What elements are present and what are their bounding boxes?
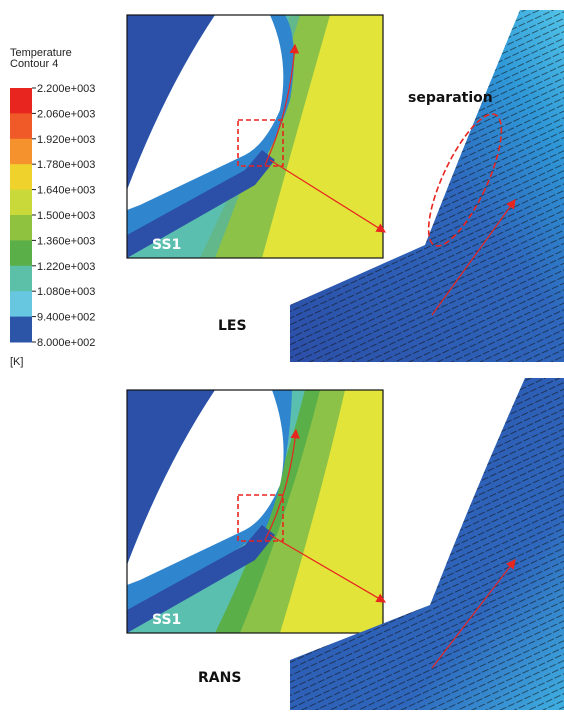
legend-subtitle: Contour 4	[10, 58, 58, 70]
les-inset: SS1	[126, 14, 384, 259]
colorbar-label: 1.360e+003	[37, 235, 95, 247]
zoom-arrow	[269, 534, 387, 603]
colorbar-segment	[10, 189, 32, 216]
colorbar-segment	[10, 88, 32, 114]
inset-label: SS1	[152, 237, 181, 253]
legend-title: Temperature	[10, 47, 72, 59]
colorbar-label: 1.220e+003	[37, 261, 95, 273]
colorbar: 2.200e+003 2.060e+003 1.920e+003 1.780e+003…	[10, 83, 95, 349]
colorbar-segment	[10, 291, 32, 318]
colorbar-label: 1.920e+003	[37, 134, 95, 146]
colorbar-segment	[10, 265, 32, 292]
colorbar-segment	[10, 113, 32, 140]
legend-unit: [K]	[10, 356, 23, 368]
colorbar-label: 2.200e+003	[37, 83, 95, 95]
zoom-arrow	[269, 159, 387, 233]
panel-label: LES	[218, 318, 247, 334]
colorbar-label: 2.060e+003	[37, 108, 95, 120]
colorbar-segment	[10, 240, 32, 267]
rans-inset: SS1	[126, 389, 384, 634]
annotation: separation	[408, 90, 493, 106]
colorbar-label: 8.000e+002	[37, 337, 95, 349]
colorbar-segment	[10, 164, 32, 191]
rans-vector-panel	[290, 378, 564, 710]
colorbar-segment	[10, 215, 32, 241]
colorbar-label: 1.500e+003	[37, 210, 95, 222]
colorbar-label: 1.640e+003	[37, 185, 95, 197]
colorbar-label: 1.080e+003	[37, 286, 95, 298]
les-vector-panel: separation	[290, 10, 564, 362]
panel-label: RANS	[198, 670, 241, 686]
colorbar-label: 1.780e+003	[37, 159, 95, 171]
colorbar-segment	[10, 316, 32, 343]
colorbar-segment	[10, 138, 32, 165]
inset-label: SS1	[152, 612, 181, 628]
colorbar-label: 9.400e+002	[37, 312, 95, 324]
